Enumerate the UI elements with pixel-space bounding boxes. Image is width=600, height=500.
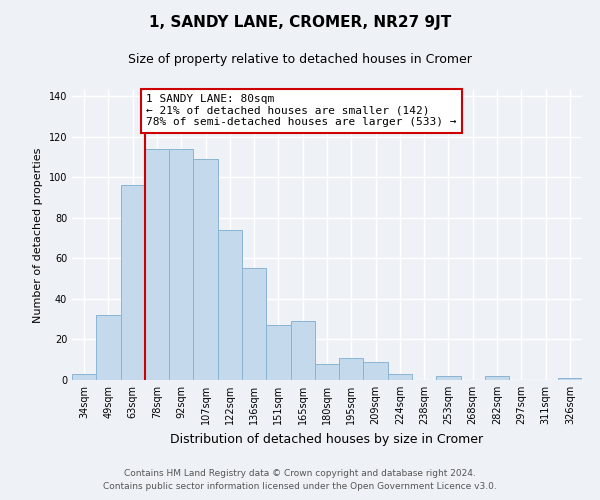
Bar <box>364 362 388 380</box>
Text: 1 SANDY LANE: 80sqm
← 21% of detached houses are smaller (142)
78% of semi-detac: 1 SANDY LANE: 80sqm ← 21% of detached ho… <box>146 94 457 128</box>
Bar <box>121 186 145 380</box>
Bar <box>242 268 266 380</box>
Bar <box>169 149 193 380</box>
Bar <box>193 159 218 380</box>
Bar <box>290 321 315 380</box>
Bar <box>145 149 169 380</box>
Bar <box>96 315 121 380</box>
Text: Contains public sector information licensed under the Open Government Licence v3: Contains public sector information licen… <box>103 482 497 491</box>
Bar <box>72 374 96 380</box>
Y-axis label: Number of detached properties: Number of detached properties <box>33 148 43 322</box>
Bar <box>218 230 242 380</box>
Bar <box>436 376 461 380</box>
Bar <box>315 364 339 380</box>
Bar <box>558 378 582 380</box>
Bar <box>388 374 412 380</box>
Text: 1, SANDY LANE, CROMER, NR27 9JT: 1, SANDY LANE, CROMER, NR27 9JT <box>149 15 451 30</box>
X-axis label: Distribution of detached houses by size in Cromer: Distribution of detached houses by size … <box>170 432 484 446</box>
Bar <box>339 358 364 380</box>
Bar <box>266 325 290 380</box>
Text: Contains HM Land Registry data © Crown copyright and database right 2024.: Contains HM Land Registry data © Crown c… <box>124 468 476 477</box>
Text: Size of property relative to detached houses in Cromer: Size of property relative to detached ho… <box>128 52 472 66</box>
Bar <box>485 376 509 380</box>
